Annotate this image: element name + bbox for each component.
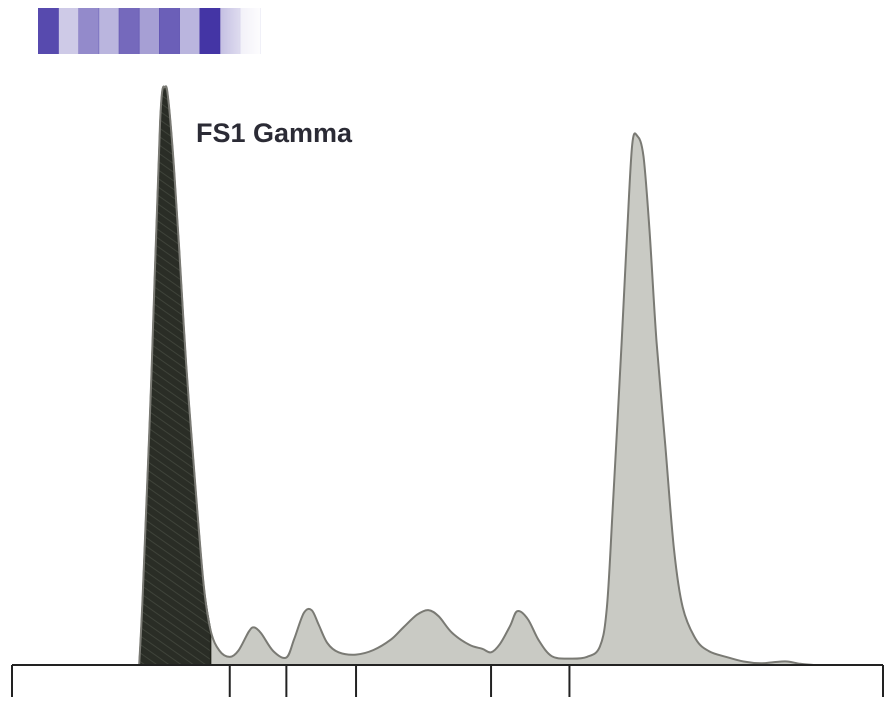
gel-band-strip bbox=[38, 8, 261, 54]
x-axis-ticks bbox=[11, 665, 884, 697]
profile-outline bbox=[138, 85, 814, 666]
profile-area bbox=[139, 86, 814, 666]
peak-annotation-fs1-gamma: FS1 Gamma bbox=[196, 118, 353, 148]
gel-band-fade bbox=[38, 8, 260, 54]
